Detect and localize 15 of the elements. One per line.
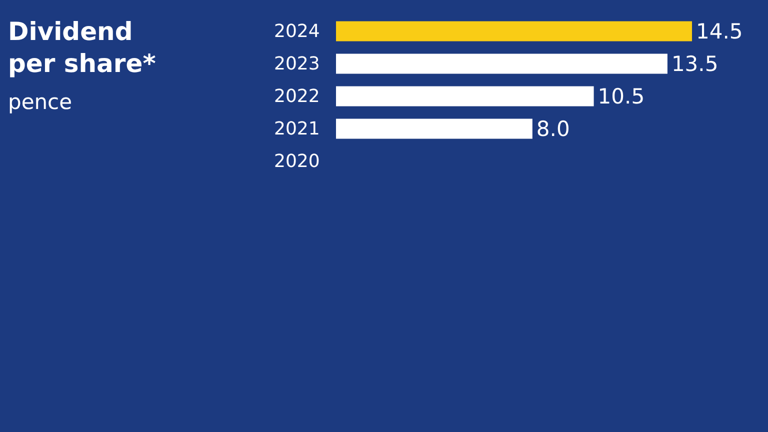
text: pence — [8, 89, 72, 115]
bar — [336, 21, 692, 42]
data-label: 13.5 — [671, 52, 718, 76]
y-tick-label: 2023 — [274, 53, 320, 74]
bar — [336, 118, 532, 139]
y-tick-label: 2024 — [274, 20, 320, 42]
y-tick-label: 2020 — [274, 150, 320, 172]
bar — [336, 54, 668, 74]
y-tick-label: 2022 — [274, 86, 320, 107]
text: Dividend per share* — [8, 16, 157, 80]
data-label: 8.0 — [536, 116, 570, 141]
y-tick-label: 2021 — [274, 118, 320, 140]
data-label: 14.5 — [696, 19, 743, 44]
bar — [336, 86, 594, 106]
data-label: 10.5 — [598, 84, 645, 108]
